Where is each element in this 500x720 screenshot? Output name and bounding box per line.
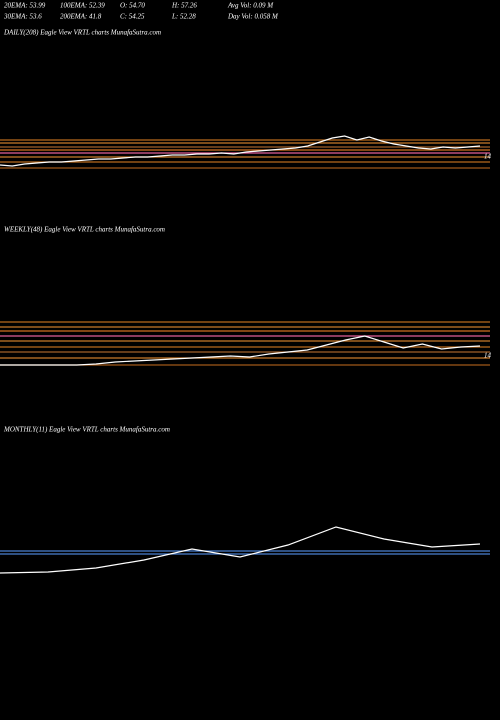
stat: O: 54.70 bbox=[120, 2, 145, 10]
panel-title: WEEKLY(48) Eagle View VRTL charts Munafa… bbox=[4, 226, 165, 234]
stat: Day Vol: 0.058 M bbox=[227, 13, 279, 21]
panel-title: MONTHLY(11) Eagle View VRTL charts Munaf… bbox=[3, 426, 170, 434]
price-line bbox=[0, 526, 481, 574]
stat: 20EMA: 53.99 bbox=[4, 2, 46, 10]
price-line bbox=[0, 135, 481, 167]
stat: 100EMA: 52.39 bbox=[60, 2, 105, 10]
level-label: 14 bbox=[484, 153, 492, 161]
price-line bbox=[0, 335, 481, 366]
stat: H: 57.26 bbox=[171, 2, 197, 10]
stat: C: 54.25 bbox=[120, 13, 145, 21]
stat: Avg Vol: 0.09 M bbox=[227, 2, 274, 10]
level-label: 14 bbox=[484, 352, 492, 360]
stat: 30EMA: 53.6 bbox=[3, 13, 42, 21]
stat: 200EMA: 41.8 bbox=[60, 13, 102, 21]
stat: L: 52.28 bbox=[171, 13, 196, 21]
panel-title: DAILY(208) Eagle View VRTL charts Munafa… bbox=[3, 29, 161, 37]
